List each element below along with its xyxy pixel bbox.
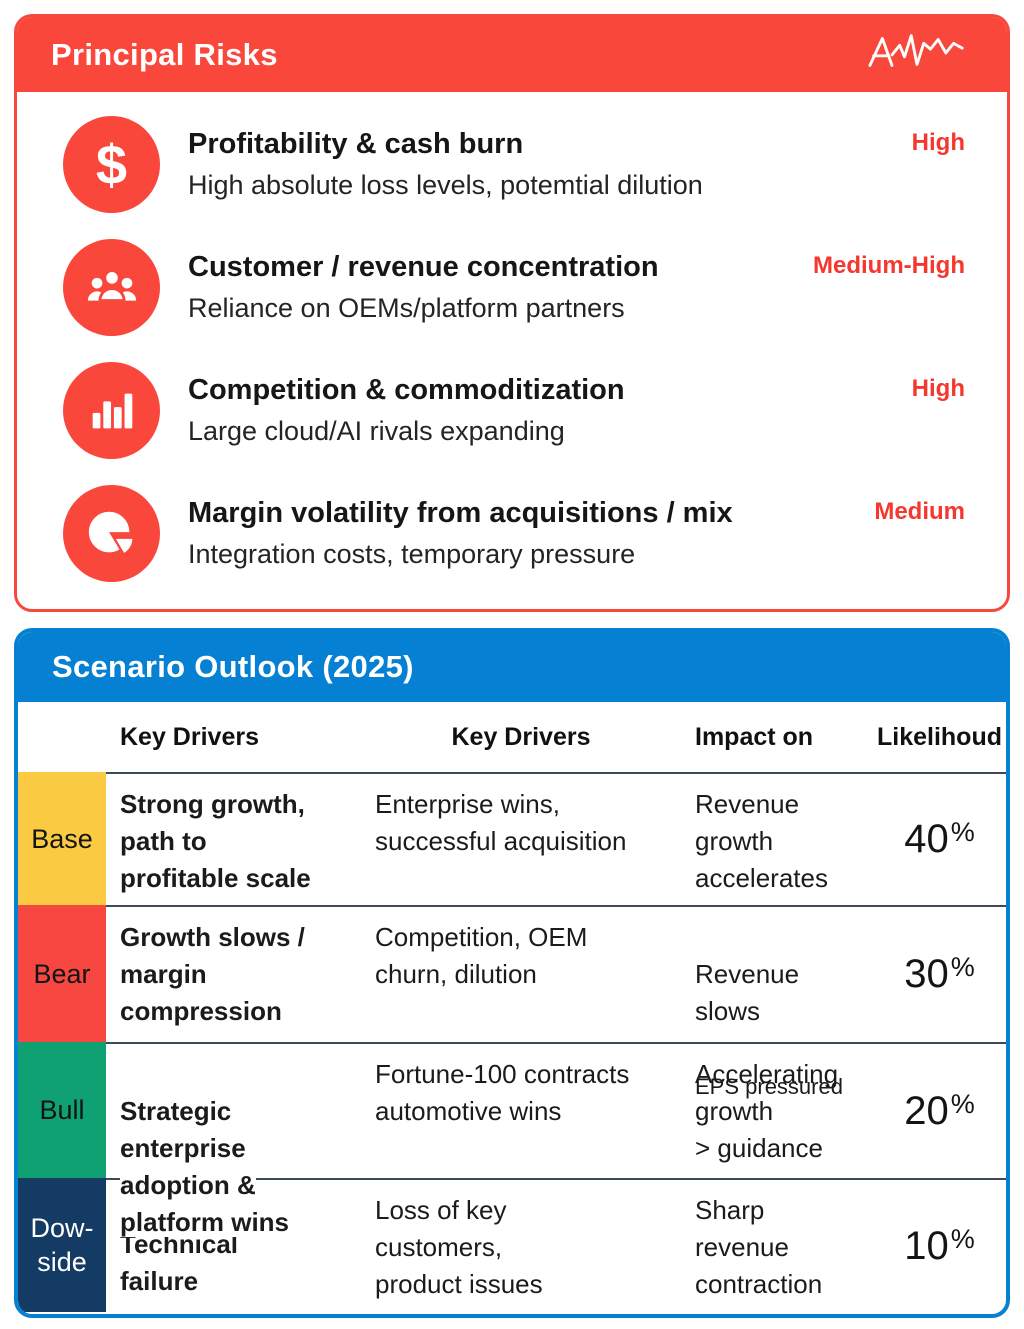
bar-chart-icon (63, 362, 160, 459)
row-label-bull: Bull (18, 1042, 106, 1178)
principal-risks-header: Principal Risks (17, 17, 1007, 92)
risk-severity-badge: Medium-High (813, 252, 965, 279)
risk-description: High absolute loss levels, potemtial dil… (188, 170, 703, 200)
cell-downside-impact: Sharp revenue contraction (681, 1178, 873, 1312)
risk-description: Large cloud/AI rivals expanding (188, 416, 565, 446)
users-icon (63, 239, 160, 336)
column-header-likelihood: Likelihoud (877, 722, 1002, 751)
risk-severity-badge: Medium (874, 498, 965, 525)
likelihood-value: 40 (904, 817, 949, 861)
waveform-icon (863, 27, 971, 82)
cell-base-driver: Strong growth, path to profitable scale (106, 772, 361, 905)
risk-text: Profitability & cash burn High absolute … (188, 128, 874, 201)
principal-risks-title: Principal Risks (51, 36, 278, 72)
risk-text: Competition & commoditization Large clou… (188, 374, 874, 447)
percent-sign: % (950, 952, 975, 982)
cell-bear-driver: Growth slows / margin compression (106, 905, 361, 1042)
likelihood-value: 30 (904, 952, 949, 996)
cell-bull-likelihood: 20 % (873, 1042, 1006, 1178)
scenario-outlook-title: Scenario Outlook (2025) (52, 649, 414, 684)
column-header-key-drivers-1: Key Drivers (120, 722, 259, 751)
pie-chart-icon (63, 485, 160, 582)
cell-base-impact: Revenue growth accelerates (681, 772, 873, 905)
risk-title: Margin volatility from acquisitions / mi… (188, 497, 733, 529)
risk-item-concentration: Customer / revenue concentration Relianc… (63, 239, 965, 336)
risk-severity-badge: High (911, 375, 965, 402)
row-label-base: Base (18, 772, 106, 905)
risk-description: Reliance on OEMs/platform partners (188, 293, 625, 323)
percent-sign: % (950, 1088, 975, 1119)
likelihood-value: 20 (904, 1088, 949, 1133)
row-label-downside: Dow- side (18, 1178, 106, 1312)
risk-item-margin-volatility: Margin volatility from acquisitions / mi… (63, 485, 965, 582)
cell-bear-likelihood: 30 % (873, 905, 1006, 1042)
cell-bear-impact: Revenue slows EPS pressured (681, 905, 873, 1099)
table-corner (18, 702, 106, 772)
cell-downside-likelihood: 10 % (873, 1178, 1006, 1312)
risk-title: Customer / revenue concentration (188, 251, 659, 283)
cell-downside-driver2: Loss of key customers, product issues (361, 1178, 681, 1312)
risk-title: Profitability & cash burn (188, 128, 524, 160)
cell-base-likelihood: 40 % (873, 772, 1006, 905)
risk-text: Customer / revenue concentration Relianc… (188, 251, 775, 324)
column-header-key-drivers-2: Key Drivers (451, 722, 591, 751)
risk-item-competition: Competition & commoditization Large clou… (63, 362, 965, 459)
row-label-bear: Bear (18, 905, 106, 1042)
cell-bull-driver2: Fortune-100 contracts automotive wins (361, 1042, 681, 1178)
principal-risks-card: Principal Risks $ Profitability & cash b… (14, 14, 1010, 612)
risk-item-profitability: $ Profitability & cash burn High absolut… (63, 116, 965, 213)
scenario-outlook-card: Scenario Outlook (2025) Key Drivers Key … (14, 628, 1010, 1318)
risk-title: Competition & commoditization (188, 374, 625, 406)
cell-bull-driver: Strategic enterprise adoption & platform… (106, 1042, 361, 1237)
impact-note: EPS pressured (695, 1074, 843, 1099)
percent-sign: % (950, 1223, 975, 1254)
risk-severity-badge: High (911, 129, 965, 156)
cell-bear-driver2: Competition, OEM churn, dilution (361, 905, 681, 1042)
bull-driver-text: Strategic enterprise adoption & platform… (120, 1096, 290, 1237)
cell-base-driver2: Enterprise wins, successful acquisition (361, 772, 681, 905)
percent-sign: % (950, 817, 975, 847)
cell-bull-impact: Accelerating growth > guidance (681, 1042, 873, 1178)
dollar-icon: $ (63, 116, 160, 213)
risk-description: Integration costs, temporary pressure (188, 539, 636, 569)
column-header-impact-on: Impact on (695, 722, 814, 751)
likelihood-value: 10 (904, 1223, 949, 1268)
scenario-outlook-header: Scenario Outlook (2025) (18, 632, 1006, 702)
scenario-table: Key Drivers Key Drivers Impact on Likeli… (18, 702, 1006, 1312)
risk-list: $ Profitability & cash burn High absolut… (17, 92, 1007, 582)
risk-text: Margin volatility from acquisitions / mi… (188, 497, 836, 570)
impact-text: Revenue slows (695, 959, 800, 1026)
